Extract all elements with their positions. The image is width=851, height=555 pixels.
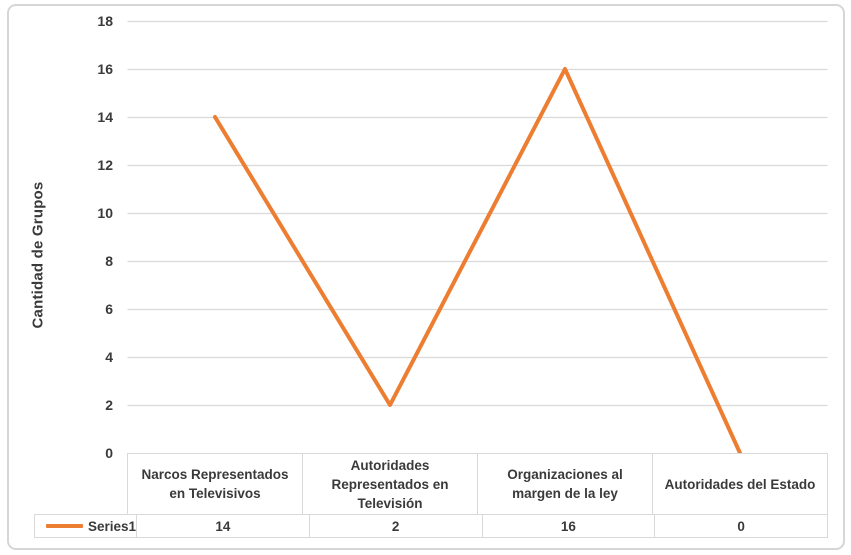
y-tick-label: 10 — [97, 205, 113, 221]
y-tick-label: 6 — [105, 301, 113, 317]
category-label-cell: Autoridades Representados en Televisión — [302, 454, 477, 514]
series-value-cell: 2 — [308, 515, 482, 537]
y-tick-label: 4 — [105, 349, 113, 365]
y-tick-label: 12 — [97, 157, 113, 173]
series-line — [213, 67, 742, 455]
y-tick-label: 14 — [97, 109, 113, 125]
category-label-cell: Organizaciones al margen de la ley — [477, 454, 652, 514]
y-tick-label: 16 — [97, 61, 113, 77]
series-value-cell: 14 — [136, 515, 309, 537]
legend-cell: Series1 — [35, 515, 136, 537]
series-value-cell: 16 — [481, 515, 655, 537]
data-table-row: Series1 14 2 16 0 — [34, 514, 828, 538]
y-tick-label: 18 — [97, 13, 113, 29]
y-tick-label: 2 — [105, 397, 113, 413]
y-tick-label: 8 — [105, 253, 113, 269]
category-label-cell: Autoridades del Estado — [652, 454, 827, 514]
y-tick-label: 0 — [105, 445, 113, 461]
series-legend-label: Series1 — [88, 518, 137, 534]
series-line-marker — [46, 524, 83, 528]
category-label-cell: Narcos Representados en Televisivos — [141, 467, 289, 501]
series-value-cell: 0 — [654, 515, 827, 537]
category-header-row: Narcos Representados en Televisivos Autor… — [127, 453, 828, 515]
